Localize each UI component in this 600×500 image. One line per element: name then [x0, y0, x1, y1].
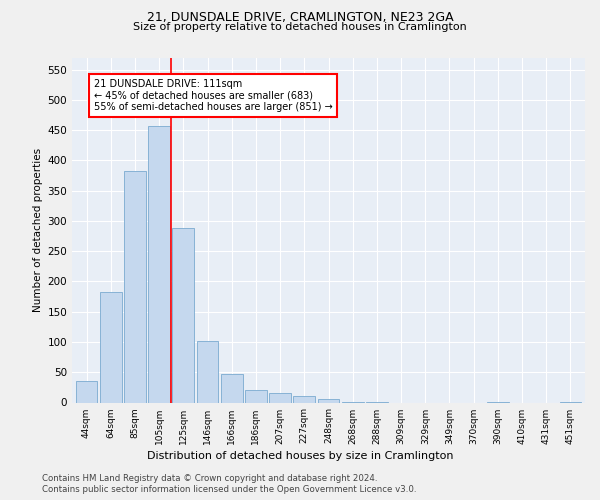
Text: Contains HM Land Registry data © Crown copyright and database right 2024.: Contains HM Land Registry data © Crown c…: [42, 474, 377, 483]
Bar: [172, 228, 194, 402]
Bar: [245, 390, 267, 402]
Bar: [293, 396, 315, 402]
Text: Distribution of detached houses by size in Cramlington: Distribution of detached houses by size …: [147, 451, 453, 461]
Text: Contains public sector information licensed under the Open Government Licence v3: Contains public sector information licen…: [42, 485, 416, 494]
Text: 21 DUNSDALE DRIVE: 111sqm
← 45% of detached houses are smaller (683)
55% of semi: 21 DUNSDALE DRIVE: 111sqm ← 45% of detac…: [94, 78, 332, 112]
Bar: [197, 341, 218, 402]
Bar: [76, 382, 97, 402]
Text: Size of property relative to detached houses in Cramlington: Size of property relative to detached ho…: [133, 22, 467, 32]
Bar: [269, 394, 291, 402]
Text: 21, DUNSDALE DRIVE, CRAMLINGTON, NE23 2GA: 21, DUNSDALE DRIVE, CRAMLINGTON, NE23 2G…: [146, 11, 454, 24]
Bar: [317, 399, 340, 402]
Y-axis label: Number of detached properties: Number of detached properties: [33, 148, 43, 312]
Bar: [148, 126, 170, 402]
Bar: [221, 374, 242, 402]
Bar: [124, 170, 146, 402]
Bar: [100, 292, 122, 403]
